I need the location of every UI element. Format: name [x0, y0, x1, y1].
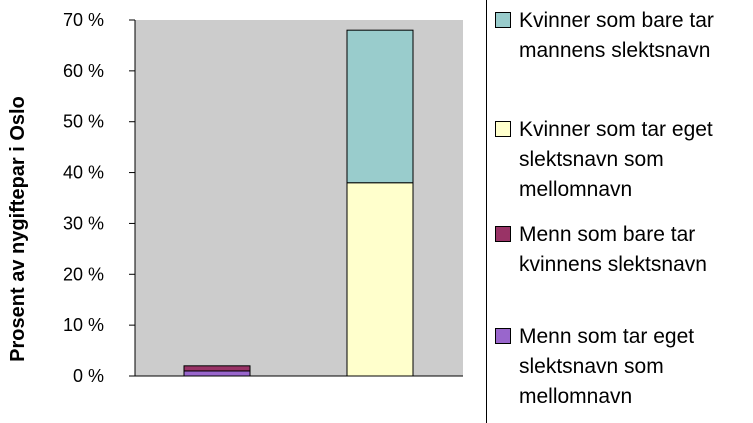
- stacked-bar-chart: 0 % 10 % 20 % 30 % 40 % 50 % 60 % 70 % Prosent …: [7, 10, 463, 386]
- y-axis-label: Prosent av nygiftepar i Oslo: [7, 96, 29, 362]
- y-tick-label: 50 %: [63, 112, 104, 132]
- legend-swatch: [495, 12, 511, 28]
- legend-swatch: [495, 121, 511, 137]
- y-tick-label: 70 %: [63, 10, 104, 30]
- legend-label: Menn som bare tar kvinnens slektsnavn: [519, 223, 707, 276]
- y-tick-label: 10 %: [63, 315, 104, 335]
- legend-swatch: [495, 226, 511, 242]
- y-tick-label: 0 %: [73, 366, 104, 386]
- y-tick-label: 30 %: [63, 213, 104, 233]
- legend-label: Kvinner som bare tar mannens slektsnavn: [519, 9, 714, 62]
- y-tick-label: 60 %: [63, 61, 104, 81]
- y-tick-label: 40 %: [63, 163, 104, 183]
- bar-segment: [346, 182, 414, 377]
- bar-segment: [183, 370, 251, 377]
- legend-label: Kvinner som tar eget slektsnavn som mell…: [519, 118, 713, 201]
- legend-label: Menn som tar eget slektsnavn som mellomn…: [519, 325, 695, 408]
- plot-area: [135, 20, 463, 376]
- legend: Kvinner som bare tar mannens slektsnavn K…: [486, 0, 752, 423]
- bar-segment: [346, 29, 414, 184]
- y-axis-ticks: 0 % 10 % 20 % 30 % 40 % 50 % 60 % 70 %: [63, 10, 135, 386]
- legend-swatch: [495, 328, 511, 344]
- bar-segment: [183, 365, 251, 372]
- y-tick-label: 20 %: [63, 264, 104, 284]
- bars-group: [183, 29, 414, 377]
